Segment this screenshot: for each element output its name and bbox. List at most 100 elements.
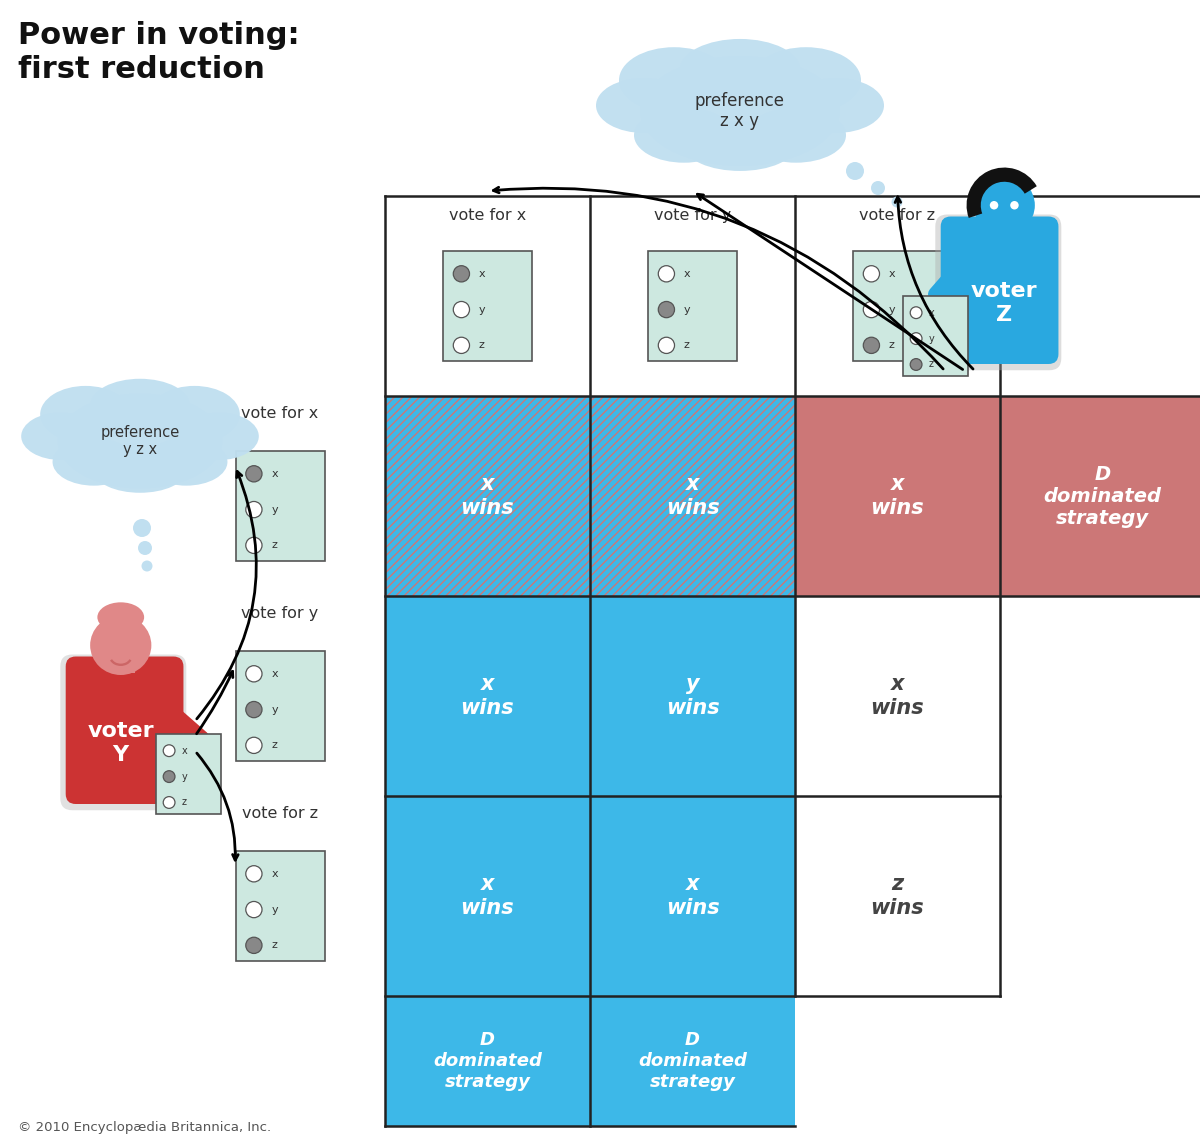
Circle shape [246, 666, 262, 682]
Text: z: z [271, 740, 277, 751]
Bar [385, 796, 590, 996]
Text: voter
Y: voter Y [88, 721, 154, 764]
Text: x: x [271, 669, 278, 678]
Bar [1000, 397, 1200, 596]
Text: x
wins: x wins [461, 474, 515, 518]
Text: y: y [271, 705, 278, 715]
Bar [115, 654, 136, 674]
Circle shape [846, 162, 864, 180]
Circle shape [246, 937, 262, 953]
Circle shape [659, 337, 674, 353]
Text: y: y [181, 771, 187, 782]
Circle shape [990, 201, 998, 210]
Ellipse shape [97, 603, 144, 633]
Ellipse shape [40, 386, 131, 442]
Circle shape [246, 902, 262, 918]
Bar [990, 214, 1010, 234]
Circle shape [892, 196, 902, 207]
Text: © 2010 Encyclopædia Britannica, Inc.: © 2010 Encyclopædia Britannica, Inc. [18, 1121, 271, 1135]
Text: x: x [929, 307, 935, 317]
Circle shape [863, 301, 880, 317]
Bar [590, 397, 796, 596]
Circle shape [138, 541, 152, 555]
Circle shape [454, 337, 469, 353]
Text: x
wins: x wins [461, 674, 515, 717]
Circle shape [911, 307, 922, 319]
Ellipse shape [90, 379, 190, 431]
Text: z
wins: z wins [871, 874, 924, 918]
FancyBboxPatch shape [935, 214, 1061, 370]
FancyBboxPatch shape [66, 657, 184, 804]
Circle shape [246, 701, 262, 717]
Text: z: z [929, 360, 934, 369]
FancyBboxPatch shape [235, 651, 324, 761]
Circle shape [246, 865, 262, 882]
Text: z: z [889, 340, 895, 351]
Text: y: y [271, 904, 278, 915]
Text: x: x [271, 869, 278, 879]
Ellipse shape [680, 39, 800, 100]
Ellipse shape [22, 413, 101, 460]
Ellipse shape [973, 175, 1034, 235]
Text: x
wins: x wins [871, 674, 924, 717]
Circle shape [871, 181, 886, 195]
FancyBboxPatch shape [235, 452, 324, 560]
Ellipse shape [685, 121, 796, 171]
FancyBboxPatch shape [235, 851, 324, 960]
Circle shape [163, 745, 175, 756]
Text: z: z [479, 340, 485, 351]
Circle shape [163, 796, 175, 808]
Circle shape [454, 301, 469, 317]
FancyBboxPatch shape [941, 217, 1058, 364]
FancyBboxPatch shape [902, 296, 967, 376]
Text: y: y [929, 333, 935, 344]
Circle shape [911, 359, 922, 370]
Ellipse shape [619, 47, 730, 113]
Circle shape [246, 502, 262, 518]
Text: x: x [271, 469, 278, 479]
Ellipse shape [596, 78, 692, 133]
Circle shape [246, 465, 262, 482]
Ellipse shape [90, 615, 151, 675]
Text: vote for x: vote for x [241, 406, 319, 421]
Circle shape [1010, 201, 1019, 210]
Text: D
dominated
strategy: D dominated strategy [1044, 464, 1162, 527]
Ellipse shape [149, 386, 240, 442]
Text: preference
y z x: preference y z x [101, 425, 180, 457]
Bar [590, 996, 796, 1127]
Text: y
wins: y wins [666, 674, 719, 717]
Ellipse shape [53, 438, 136, 486]
Circle shape [911, 332, 922, 345]
Text: x
wins: x wins [871, 474, 924, 518]
Text: vote for y: vote for y [654, 209, 731, 223]
Text: y: y [479, 305, 486, 314]
Bar [385, 996, 590, 1127]
Text: D
dominated
strategy: D dominated strategy [638, 1031, 746, 1091]
Ellipse shape [788, 78, 884, 133]
Circle shape [246, 737, 262, 753]
Ellipse shape [751, 47, 862, 113]
Text: preference
z x y: preference z x y [695, 92, 785, 131]
Ellipse shape [634, 108, 734, 163]
FancyBboxPatch shape [156, 735, 221, 814]
Ellipse shape [180, 413, 259, 460]
Bar [385, 596, 590, 796]
Text: z: z [271, 941, 277, 950]
Text: y: y [889, 305, 895, 314]
Ellipse shape [95, 450, 185, 493]
FancyBboxPatch shape [443, 251, 532, 361]
Bar [385, 397, 590, 596]
Bar [590, 596, 796, 796]
FancyBboxPatch shape [853, 251, 942, 361]
Bar [794, 397, 1000, 596]
Text: x: x [889, 269, 895, 278]
Ellipse shape [746, 108, 846, 163]
Circle shape [163, 771, 175, 783]
Ellipse shape [58, 393, 222, 488]
Circle shape [659, 301, 674, 317]
FancyBboxPatch shape [648, 251, 737, 361]
Text: vote for z: vote for z [242, 806, 318, 821]
Text: z: z [684, 340, 690, 351]
Text: x
wins: x wins [461, 874, 515, 918]
Text: voter
Z: voter Z [971, 282, 1038, 324]
